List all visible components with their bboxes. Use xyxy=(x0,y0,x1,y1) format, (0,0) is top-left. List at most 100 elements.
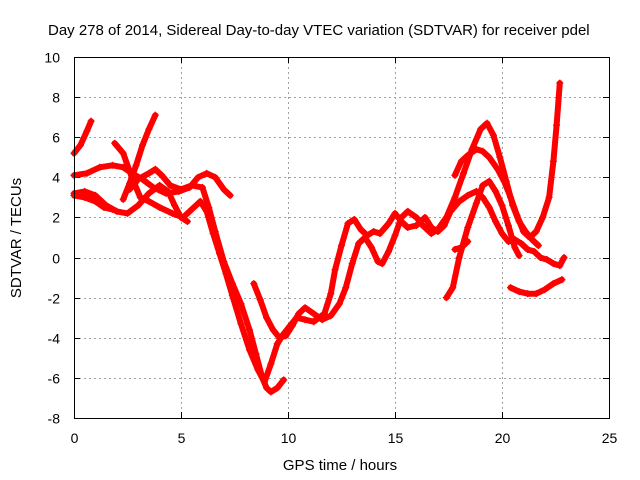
series-arc-12 xyxy=(507,276,566,298)
data-point-marker xyxy=(549,280,557,288)
data-point-marker xyxy=(449,284,457,292)
data-point-marker xyxy=(203,169,211,177)
y-axis-label: SDTVAR / TECUs xyxy=(8,178,25,298)
data-point-marker xyxy=(288,322,296,330)
x-tick-label: 0 xyxy=(71,430,79,446)
data-point-marker xyxy=(258,374,266,382)
data-point-marker xyxy=(492,187,500,195)
data-point-marker xyxy=(517,240,525,248)
data-point-marker xyxy=(451,171,459,179)
data-point-marker xyxy=(267,360,275,368)
data-point-marker xyxy=(459,169,467,177)
data-point-marker xyxy=(534,242,542,250)
data-point-marker xyxy=(83,127,91,135)
data-point-marker xyxy=(263,314,271,322)
y-tick-label: 6 xyxy=(52,130,60,146)
data-point-marker xyxy=(87,117,95,125)
data-point-marker xyxy=(119,149,127,157)
data-point-marker xyxy=(477,125,485,133)
data-point-marker xyxy=(237,300,245,308)
data-point-marker xyxy=(515,252,523,260)
data-point-marker xyxy=(164,187,172,195)
series-line xyxy=(443,178,523,301)
y-tick-label: -6 xyxy=(48,371,61,387)
data-point-marker xyxy=(485,203,493,211)
series-arc-11 xyxy=(451,238,472,254)
y-tick-label: 4 xyxy=(52,170,60,186)
data-point-marker xyxy=(166,181,174,189)
data-point-marker xyxy=(177,185,185,193)
data-point-marker xyxy=(348,260,356,268)
data-point-marker xyxy=(455,197,463,205)
data-point-marker xyxy=(211,227,219,235)
y-tick-label: 2 xyxy=(52,210,60,226)
tick-labels: 0 5 10 15 20 25 -8 -6 -4 -2 0 2 4 6 8 10 xyxy=(44,50,617,447)
data-point-marker xyxy=(434,225,442,233)
data-point-marker xyxy=(145,197,153,205)
data-point-marker xyxy=(524,246,532,254)
data-point-marker xyxy=(541,286,549,294)
data-point-marker xyxy=(451,193,459,201)
y-tick-label: 8 xyxy=(52,90,60,106)
data-point-marker xyxy=(220,185,228,193)
data-point-marker xyxy=(374,258,382,266)
data-point-marker xyxy=(81,187,89,195)
y-tick-label: -4 xyxy=(48,331,61,347)
data-point-marker xyxy=(145,169,153,177)
data-point-marker xyxy=(252,350,260,358)
data-point-marker xyxy=(404,207,412,215)
data-point-marker xyxy=(91,191,99,199)
data-point-marker xyxy=(496,153,504,161)
data-point-marker xyxy=(524,290,532,298)
data-point-marker xyxy=(273,340,281,348)
data-point-marker xyxy=(310,310,318,318)
series-line xyxy=(451,80,563,241)
series-line xyxy=(250,120,542,341)
data-point-marker xyxy=(385,219,393,227)
data-point-marker xyxy=(228,280,236,288)
data-point-marker xyxy=(464,223,472,231)
data-point-marker xyxy=(507,284,515,292)
data-point-marker xyxy=(138,141,146,149)
data-point-marker xyxy=(226,191,234,199)
y-tick-label: -8 xyxy=(48,411,61,427)
x-tick-label: 20 xyxy=(495,430,511,446)
data-point-marker xyxy=(350,215,358,223)
data-point-marker xyxy=(464,151,472,159)
data-point-marker xyxy=(504,221,512,229)
data-point-marker xyxy=(198,183,206,191)
data-point-marker xyxy=(318,316,326,324)
data-point-marker xyxy=(301,304,309,312)
data-point-marker xyxy=(549,157,557,165)
data-point-marker xyxy=(378,260,386,268)
data-point-marker xyxy=(280,376,288,384)
data-point-marker xyxy=(273,384,281,392)
data-point-marker xyxy=(357,225,365,233)
data-point-marker xyxy=(511,244,519,252)
data-point-marker xyxy=(427,229,435,237)
data-point-marker xyxy=(100,203,108,211)
data-point-marker xyxy=(134,175,142,183)
data-point-marker xyxy=(367,244,375,252)
series-arc-4 xyxy=(70,191,117,213)
y-tick-label: 10 xyxy=(44,50,60,66)
series-line xyxy=(111,140,568,385)
data-point-marker xyxy=(558,276,566,284)
data-point-marker xyxy=(419,221,427,229)
data-point-marker xyxy=(545,193,553,201)
data-point-marker xyxy=(556,262,564,270)
data-point-marker xyxy=(282,332,290,340)
data-point-marker xyxy=(370,227,378,235)
data-point-marker xyxy=(543,256,551,264)
data-point-marker xyxy=(451,246,459,254)
data-point-marker xyxy=(310,318,318,326)
data-point-marker xyxy=(553,121,561,129)
data-point-marker xyxy=(530,248,538,256)
data-point-marker xyxy=(119,195,127,203)
data-point-marker xyxy=(404,223,412,231)
data-point-marker xyxy=(109,161,117,169)
series-line xyxy=(71,118,95,157)
series-arc-9 xyxy=(451,79,564,241)
data-point-marker xyxy=(256,296,264,304)
